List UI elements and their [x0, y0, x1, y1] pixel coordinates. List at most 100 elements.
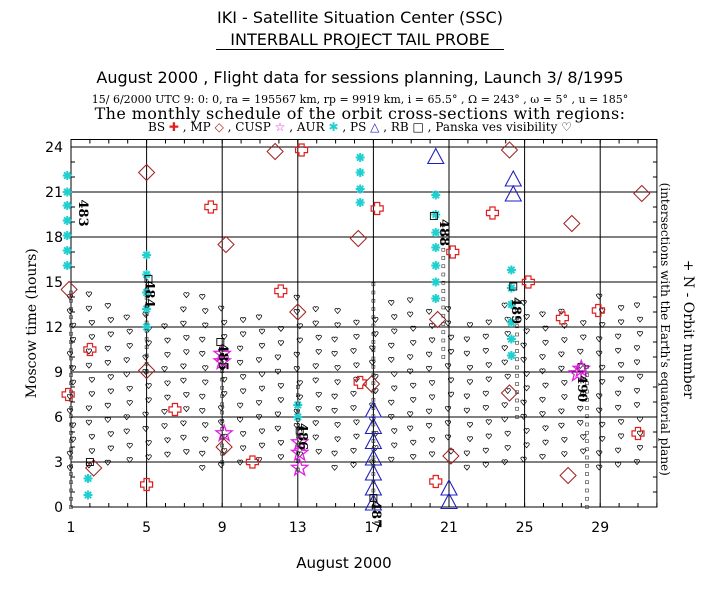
visibility-mark [123, 428, 130, 435]
header-underline [216, 49, 504, 50]
visibility-mark [539, 368, 546, 375]
rb-small-square [69, 315, 73, 320]
visibility-mark [240, 374, 247, 381]
visibility-mark [69, 365, 77, 372]
visibility-mark [426, 422, 433, 429]
rb-small-square [515, 332, 519, 337]
bs-cross-shape [521, 275, 535, 289]
visibility-mark [334, 322, 341, 329]
orbit-number-label: 490 [574, 375, 589, 402]
ps-mark [364, 448, 383, 466]
ps-mark [364, 493, 383, 511]
rb-small-square [585, 406, 589, 410]
bs-mark [370, 201, 384, 216]
legend-symbol-icon-4: △ [366, 120, 380, 134]
legend-symbol-icon-3: ✱ [324, 120, 339, 134]
header-title-line2: INTERBALL PROJECT TAIL PROBE [230, 30, 490, 49]
visibility-mark [501, 402, 508, 409]
visibility-mark [312, 434, 319, 441]
visibility-mark [145, 397, 152, 404]
visibility-mark [255, 314, 263, 321]
visibility-mark [334, 308, 341, 315]
visibility-mark [69, 436, 77, 443]
visibility-mark [221, 376, 228, 383]
visibility-mark [463, 450, 470, 457]
visibility-marks [66, 291, 644, 472]
visibility-mark [391, 442, 398, 449]
visibility-mark [126, 343, 133, 350]
aur-mark [142, 304, 152, 314]
visibility-mark [463, 464, 470, 471]
rb-small-square [295, 459, 300, 464]
visibility-mark [391, 314, 398, 321]
visibility-mark [466, 436, 473, 443]
visibility-mark [429, 437, 436, 444]
visibility-mark [577, 348, 584, 355]
visibility-mark [372, 431, 379, 437]
ps-triangle-shape [504, 169, 523, 187]
rb-small-square [220, 352, 224, 357]
aur-asterisk-stroke [293, 413, 302, 421]
rb-small-square [515, 307, 519, 312]
bs-mark [521, 275, 535, 289]
visibility-mark [426, 308, 433, 315]
visibility-mark [296, 451, 303, 458]
aur-asterisk-stroke [356, 153, 365, 162]
rb-small-square [441, 264, 446, 269]
visibility-mark [504, 430, 511, 437]
visibility-mark [88, 391, 95, 398]
rb-small-square [220, 460, 224, 464]
y-tick-label: 21 [45, 185, 63, 201]
visibility-mark [388, 456, 395, 463]
visibility-mark [482, 462, 489, 468]
aur-asterisk-stroke [142, 305, 151, 313]
rb-small-square [69, 340, 73, 344]
ps-triangle-shape [504, 184, 523, 202]
visibility-mark [277, 383, 284, 389]
visibility-mark [523, 371, 530, 378]
visibility-mark [221, 334, 228, 341]
legend-symbol-icon-6: ♡ [557, 120, 572, 134]
visibility-mark [85, 419, 92, 426]
visibility-mark [429, 451, 436, 458]
visibility-mark [444, 306, 452, 313]
ps-mark [364, 400, 383, 418]
aur-asterisk-stroke [356, 198, 365, 207]
aur-mark [355, 153, 365, 162]
visibility-mark [463, 393, 470, 400]
aur-mark [431, 210, 441, 219]
visibility-mark [520, 342, 527, 349]
visibility-mark [615, 404, 622, 411]
visibility-mark [482, 447, 489, 454]
visibility-mark [353, 319, 360, 326]
visibility-mark [447, 348, 455, 355]
mp-diamond-shape [442, 447, 460, 465]
aur-asterisk-stroke [63, 188, 72, 196]
rb-small-square [69, 348, 73, 353]
visibility-mark [237, 459, 244, 466]
rb-small-square [220, 361, 224, 365]
bs-mark [294, 143, 309, 157]
aur-mark [506, 283, 516, 293]
rb-small-square [69, 373, 73, 377]
visibility-mark [123, 314, 130, 321]
legend-label-ps: PS [350, 120, 367, 134]
visibility-mark [274, 425, 281, 432]
visibility-mark [444, 363, 452, 370]
aur-mark [355, 198, 365, 207]
visibility-mark [369, 359, 376, 366]
visibility-mark [296, 437, 303, 444]
rb-small-square [515, 365, 519, 370]
aur-asterisk-stroke [507, 300, 516, 309]
rb-small-square [220, 435, 224, 440]
visibility-mark [558, 365, 565, 372]
visibility-mark [388, 414, 395, 420]
bs-mark [245, 455, 260, 469]
visibility-mark [633, 302, 641, 309]
visibility-mark [202, 436, 209, 443]
rb-small-square [515, 299, 519, 304]
visibility-mark [69, 422, 77, 429]
visibility-mark [618, 433, 625, 440]
visibility-mark [237, 345, 244, 352]
aur-asterisk-stroke [63, 171, 72, 180]
